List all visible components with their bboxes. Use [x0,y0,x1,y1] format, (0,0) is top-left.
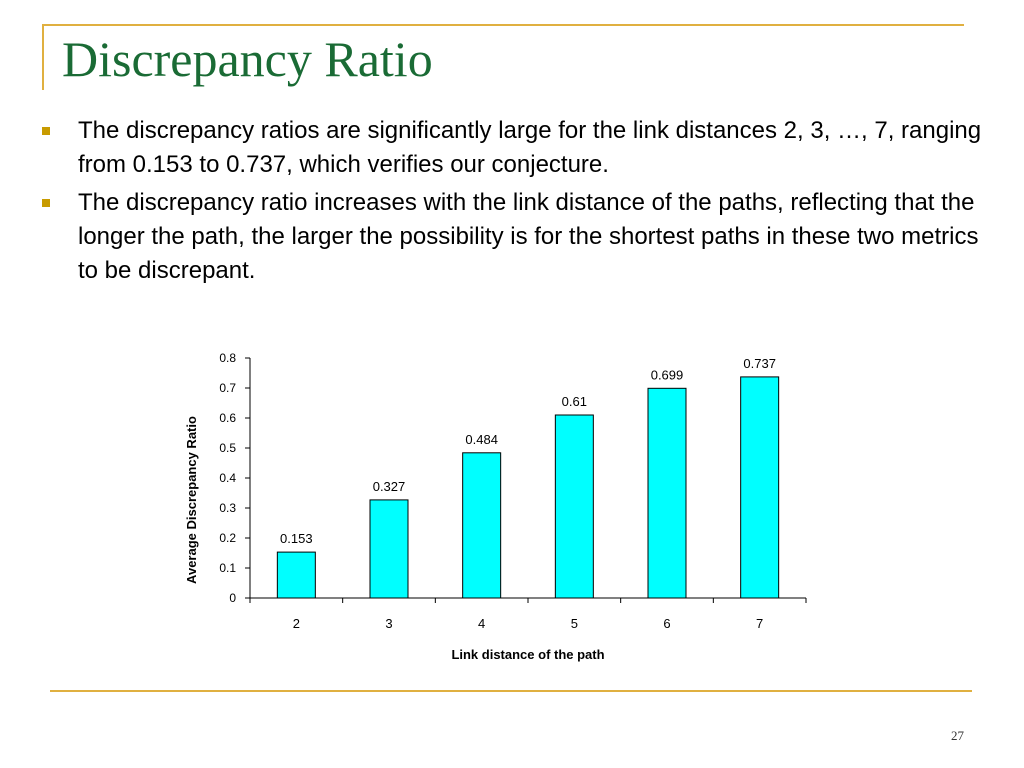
frame-left-line [42,24,44,90]
page-number: 27 [951,728,964,743]
x-tick-label: 5 [571,616,578,631]
y-tick-label: 0.1 [219,561,236,575]
bar-chart: 0 0.1 0.2 0.3 0.4 0.5 0.6 0.7 0.8 0.153 2 0.327 3 0.4… [184,351,807,662]
y-tick-label: 0.2 [219,531,236,545]
bullet-list: The discrepancy ratios are significantly… [40,114,990,292]
x-tick-label: 3 [385,616,392,631]
y-tick-label: 0.7 [219,381,236,395]
bar [554,414,594,599]
data-label: 0.699 [651,367,684,382]
data-label: 0.327 [373,479,406,494]
y-tick-label: 0.5 [219,441,236,455]
bullet-item: The discrepancy ratios are significantly… [40,114,990,182]
y-tick-label: 0.8 [219,351,236,365]
frame-top-line [42,24,964,26]
y-tick-label: 0.3 [219,501,236,515]
x-axis-title: Link distance of the path [451,647,604,662]
square-bullet-icon [42,199,50,207]
frame-bottom-line [50,690,972,692]
x-tick-label: 4 [478,616,485,631]
data-label: 0.737 [743,356,776,371]
bar [462,452,502,599]
bar [276,551,316,599]
bar [647,387,687,599]
slide-title: Discrepancy Ratio [62,31,433,87]
bullet-text: The discrepancy ratios are significantly… [78,117,982,178]
y-tick-label: 0.4 [219,471,236,485]
bullet-text: The discrepancy ratio increases with the… [78,189,979,284]
x-tick-label: 6 [663,616,670,631]
data-label: 0.484 [465,432,498,447]
x-tick-label: 2 [293,616,300,631]
y-axis-title: Average Discrepancy Ratio [184,416,199,584]
bar [740,376,780,599]
x-tick-label: 7 [756,616,763,631]
data-label: 0.153 [280,531,313,546]
bar [369,499,409,599]
square-bullet-icon [42,127,50,135]
y-tick-label: 0.6 [219,411,236,425]
y-tick-label: 0 [229,591,236,605]
data-label: 0.61 [562,394,587,409]
bullet-item: The discrepancy ratio increases with the… [40,186,990,288]
